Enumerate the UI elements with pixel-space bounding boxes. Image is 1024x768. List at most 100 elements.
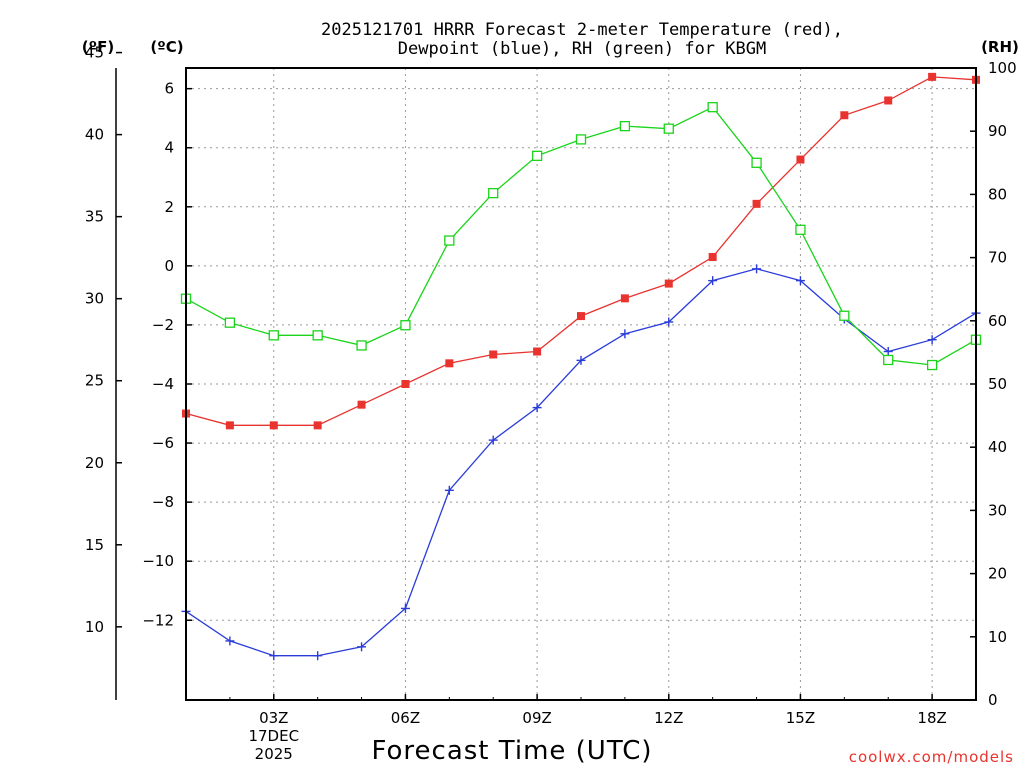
- rh-tick-label: 40: [988, 438, 1007, 456]
- temperature-point: [225, 421, 234, 430]
- rh-point: [444, 235, 455, 246]
- dewpoint-point: [620, 329, 630, 339]
- fahrenheit-tick-label: 25: [85, 372, 104, 390]
- rh-tick-label: 0: [988, 691, 998, 709]
- temperature-point: [313, 421, 322, 430]
- temperature-point: [533, 347, 542, 356]
- x-axis-title: Forecast Time (UTC): [371, 736, 652, 766]
- x-tick-date-label: 17DEC: [248, 727, 299, 745]
- dewpoint-point: [927, 335, 937, 345]
- fahrenheit-tick-label: 10: [85, 618, 104, 636]
- rh-point: [312, 330, 323, 341]
- plot-frame: [185, 67, 977, 701]
- x-tick-label: 12Z: [654, 709, 683, 727]
- rh-point: [751, 157, 762, 168]
- temperature-point: [357, 400, 366, 409]
- rh-point: [531, 150, 543, 161]
- credit-text: coolwx.com/models: [849, 748, 1014, 766]
- rh-point: [268, 330, 279, 341]
- fahrenheit-tick-label: 15: [85, 536, 104, 554]
- x-tick-label: 06Z: [391, 709, 420, 727]
- temperature-point: [664, 279, 673, 288]
- temperature-point: [796, 155, 805, 164]
- temperature-point: [840, 111, 849, 120]
- celsius-tick-label: −4: [152, 375, 174, 393]
- fahrenheit-tick-label: 45: [85, 44, 104, 62]
- grid: [186, 68, 976, 700]
- rh-tick-label: 60: [988, 312, 1007, 330]
- rh-tick-label: 30: [988, 501, 1007, 519]
- rh-point: [795, 224, 806, 235]
- rh-tick-label: 90: [988, 122, 1007, 140]
- dewpoint-point: [576, 355, 586, 365]
- x-tick-year-label: 2025: [255, 745, 293, 763]
- celsius-tick-label: −10: [142, 552, 174, 570]
- rh-tick-label: 20: [988, 565, 1007, 583]
- celsius-tick-label: −12: [142, 611, 174, 629]
- dewpoint-point: [313, 651, 323, 661]
- dewpoint-point: [400, 603, 410, 613]
- rh-tick-label: 70: [988, 249, 1007, 267]
- series-line-dewpoint: [185, 268, 977, 657]
- fahrenheit-unit-label: (ºF): [82, 38, 114, 56]
- temperature-point: [577, 312, 585, 321]
- temperature-point: [884, 96, 893, 105]
- rh-point: [883, 354, 894, 366]
- series-markers: [180, 72, 982, 661]
- dewpoint-point: [708, 276, 718, 286]
- celsius-tick-label: 4: [164, 139, 174, 157]
- x-tick-label: 03Z: [259, 709, 288, 727]
- series-line-temperature: [185, 76, 977, 426]
- dewpoint-point: [488, 435, 498, 445]
- rh-unit-label: (RH): [981, 38, 1019, 56]
- dewpoint-point: [795, 276, 805, 286]
- temperature-point: [269, 421, 278, 430]
- celsius-tick-label: 2: [164, 198, 174, 216]
- dewpoint-point: [269, 651, 279, 661]
- rh-point: [926, 359, 938, 371]
- rh-tick-label: 100: [988, 59, 1017, 77]
- fahrenheit-tick-label: 20: [85, 454, 104, 472]
- temperature-point: [752, 199, 761, 208]
- dewpoint-point: [664, 317, 674, 327]
- dewpoint-point: [444, 485, 454, 495]
- rh-tick-label: 80: [988, 185, 1007, 203]
- celsius-tick-label: −8: [152, 493, 174, 511]
- chart-title-line1: 2025121701 HRRR Forecast 2-meter Tempera…: [321, 20, 843, 40]
- temperature-point: [708, 253, 717, 262]
- temperature-point: [620, 294, 629, 303]
- x-tick-label: 15Z: [786, 709, 815, 727]
- temperature-point: [401, 380, 410, 388]
- x-tick-label: 18Z: [917, 709, 946, 727]
- rh-point: [356, 340, 367, 351]
- rh-point: [619, 120, 631, 132]
- celsius-tick-label: −6: [152, 434, 174, 452]
- rh-point: [707, 102, 718, 113]
- series-line-rh: [185, 106, 977, 366]
- rh-point: [575, 134, 587, 145]
- temperature-point: [489, 350, 498, 359]
- rh-point: [663, 123, 674, 134]
- dewpoint-point: [532, 403, 542, 413]
- dewpoint-point: [883, 347, 893, 357]
- rh-point: [224, 317, 236, 328]
- temperature-point: [445, 359, 454, 368]
- dewpoint-point: [225, 636, 235, 646]
- rh-tick-label: 50: [988, 375, 1007, 393]
- fahrenheit-tick-label: 35: [85, 208, 104, 226]
- x-tick-label: 09Z: [522, 709, 551, 727]
- dewpoint-point: [357, 642, 367, 652]
- fahrenheit-tick-label: 40: [85, 126, 104, 144]
- chart-title-line2: Dewpoint (blue), RH (green) for KBGM: [398, 39, 766, 59]
- series-lines: [185, 76, 977, 657]
- celsius-tick-label: 0: [164, 257, 174, 275]
- rh-point: [839, 310, 850, 321]
- rh-point: [400, 320, 411, 331]
- dewpoint-point: [752, 264, 762, 274]
- temperature-point: [928, 72, 937, 81]
- fahrenheit-tick-label: 30: [85, 290, 104, 308]
- celsius-tick-label: 6: [164, 80, 174, 98]
- celsius-unit-label: (ºC): [150, 38, 183, 56]
